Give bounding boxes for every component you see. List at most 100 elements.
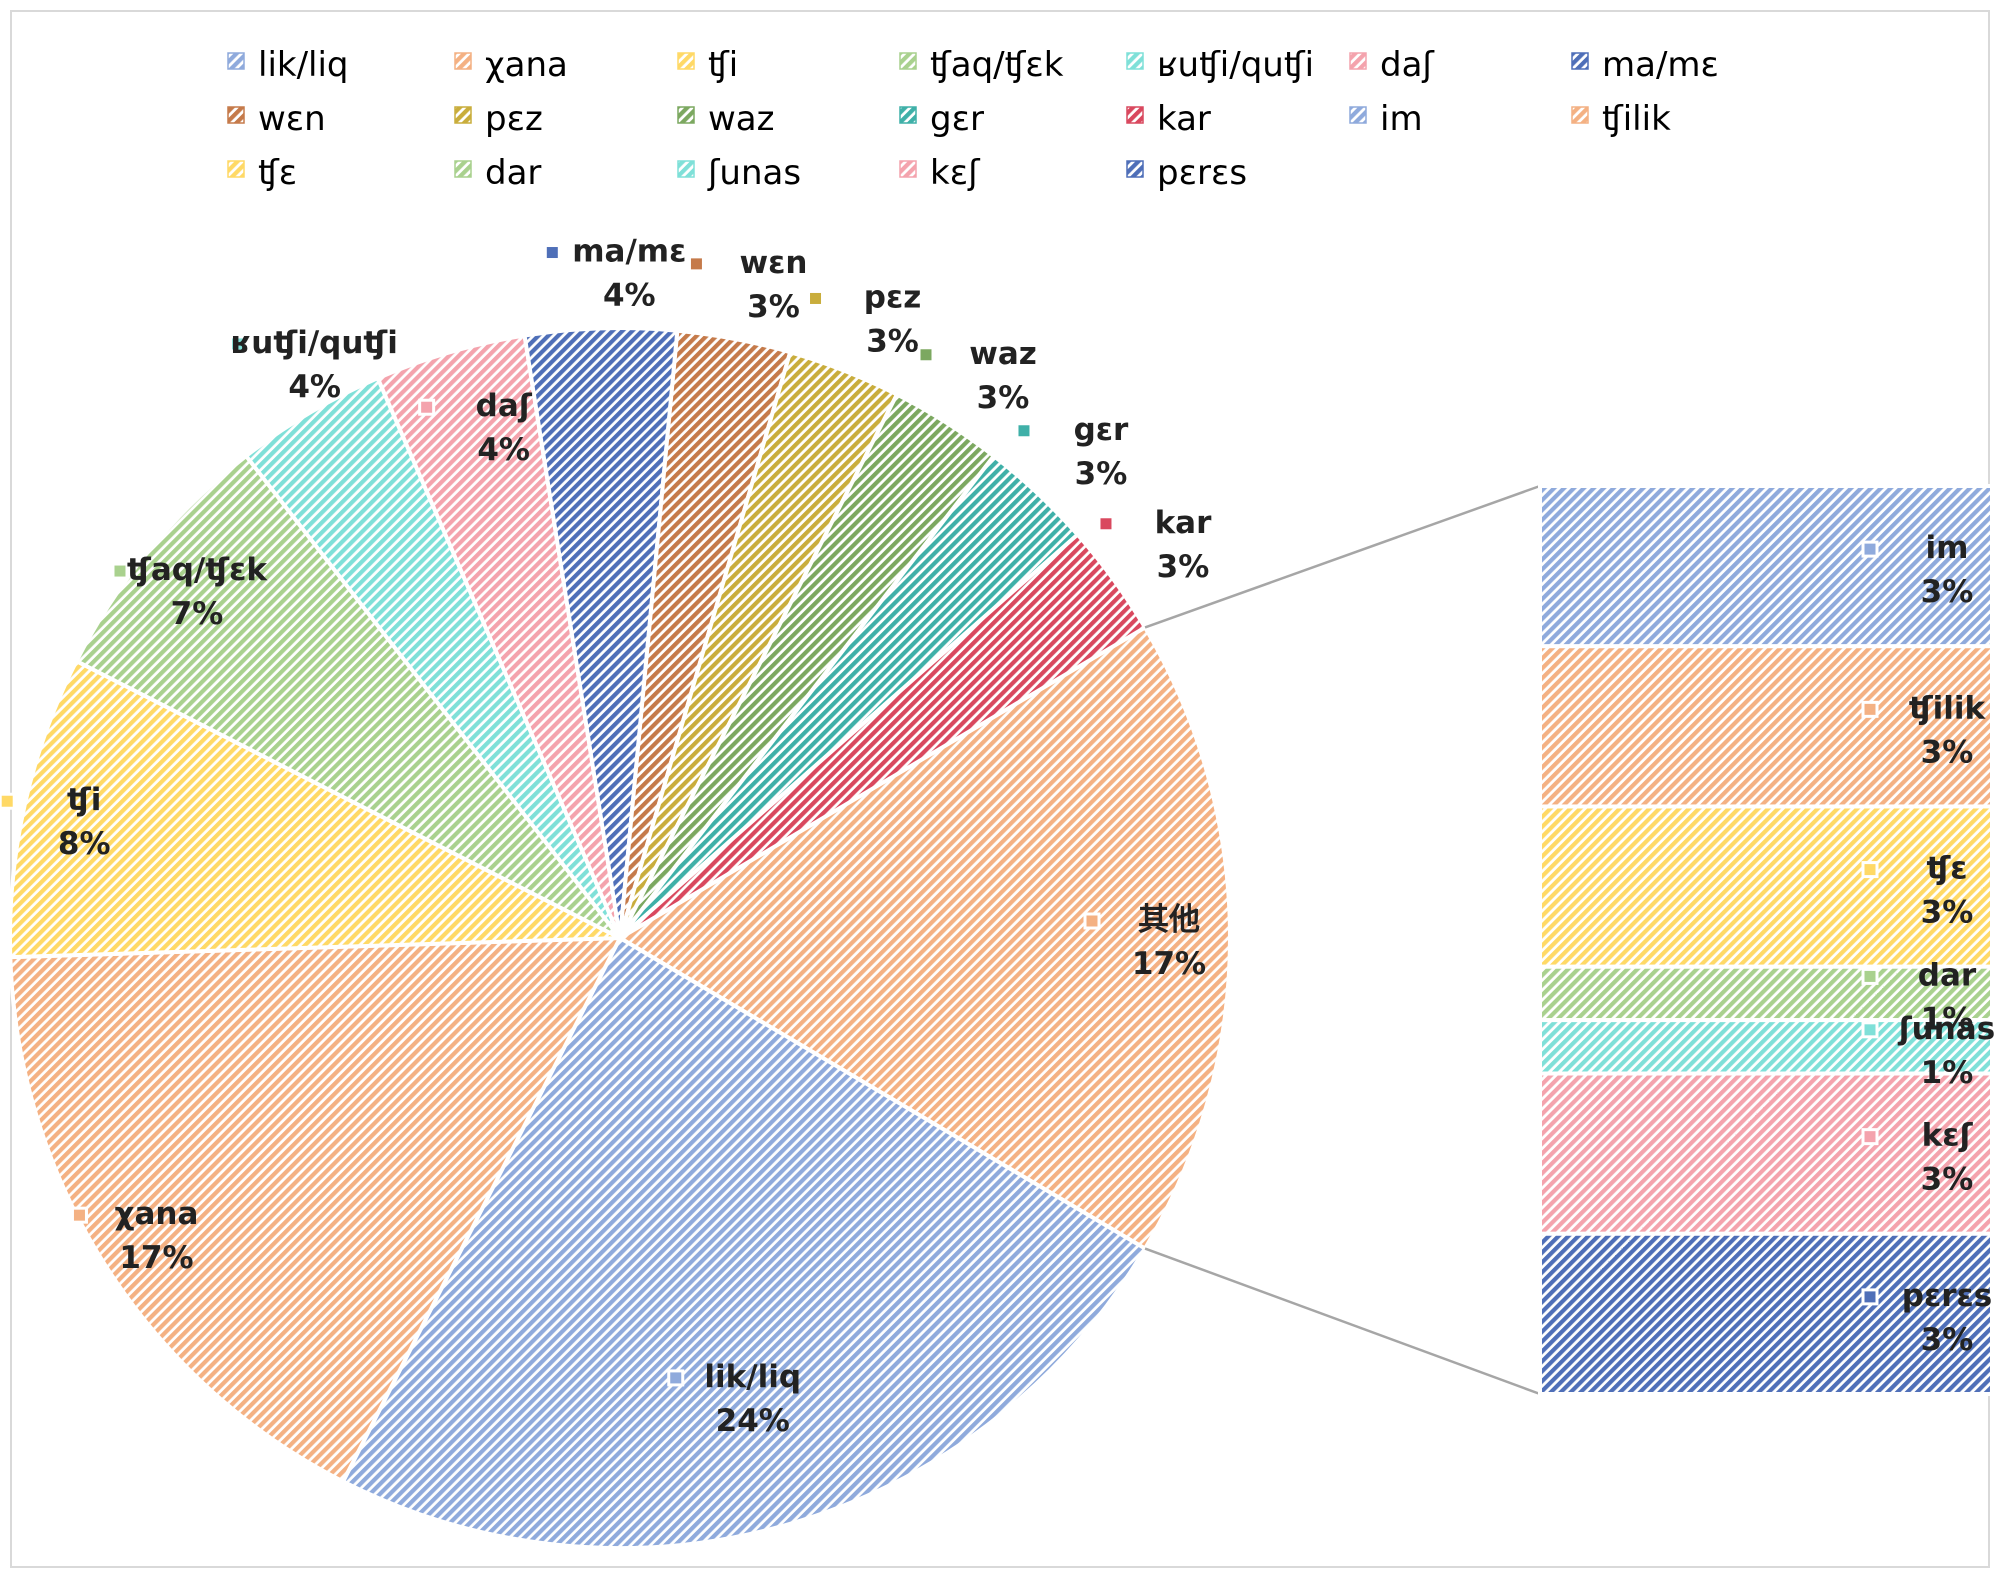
label-marker xyxy=(418,398,436,416)
label-category: wεn xyxy=(739,245,807,281)
label-marker xyxy=(111,562,129,580)
data-label: 其他 17% xyxy=(1083,902,1206,982)
data-label: waz 3% xyxy=(917,336,1037,416)
data-label: ʧε 3% xyxy=(1861,851,1973,931)
legend-label: daʃ xyxy=(1380,45,1435,85)
label-marker xyxy=(1861,1288,1879,1306)
legend-label: χana xyxy=(485,45,568,85)
legend-swatch xyxy=(227,52,245,70)
label-category: χana xyxy=(115,1196,199,1232)
data-label: ʧilik 3% xyxy=(1861,690,1987,770)
bar-segment xyxy=(1538,644,1994,809)
label-percent: 3% xyxy=(1075,456,1128,492)
label-marker xyxy=(1861,540,1879,558)
legend-label: im xyxy=(1380,99,1423,139)
legend-swatch xyxy=(454,160,472,178)
data-label: dar 1% xyxy=(1861,957,1977,1037)
connector-line xyxy=(1144,484,1541,629)
label-percent: 3% xyxy=(1157,549,1210,585)
label-marker xyxy=(1083,912,1101,930)
legend-swatch xyxy=(1126,160,1144,178)
label-marker xyxy=(0,792,16,810)
pie-slice xyxy=(8,658,621,960)
legend-swatch xyxy=(899,52,917,70)
label-marker xyxy=(229,335,247,353)
legend-item: ʧε xyxy=(227,153,297,193)
main-pie xyxy=(8,326,1232,1550)
label-category: ʧilik xyxy=(1909,690,1987,726)
bar-segment xyxy=(1538,1071,1994,1236)
label-category: ʧi xyxy=(67,782,101,818)
legend-label: ʧaq/ʧεk xyxy=(930,45,1064,85)
legend-label: pεz xyxy=(485,99,543,139)
label-marker xyxy=(1861,700,1879,718)
legend-label: waz xyxy=(708,99,775,139)
legend-label: ʧε xyxy=(258,153,297,193)
legend-label: ʧi xyxy=(708,45,738,85)
label-marker xyxy=(1861,1128,1879,1146)
legend-label: ʁuʧi/quʧi xyxy=(1157,45,1314,85)
legend-swatch xyxy=(1571,52,1589,70)
pie-slice xyxy=(73,453,622,940)
legend-item: ma/mε xyxy=(1571,45,1719,85)
label-marker xyxy=(70,1206,88,1224)
legend-label: kεʃ xyxy=(930,153,981,193)
label-percent: 3% xyxy=(1921,1322,1974,1358)
legend-label: ʃunas xyxy=(707,153,801,193)
label-category: 其他 xyxy=(1138,902,1200,938)
legend-swatch xyxy=(899,106,917,124)
data-label: lik/liq 24% xyxy=(667,1359,801,1439)
legend-item: ʃunas xyxy=(677,153,801,193)
data-label: ʧi 8% xyxy=(0,782,111,862)
legend-swatch xyxy=(1126,52,1144,70)
label-percent: 3% xyxy=(1921,574,1974,610)
label-percent: 24% xyxy=(716,1403,790,1439)
label-percent: 3% xyxy=(1921,734,1974,770)
data-label: im 3% xyxy=(1861,530,1974,610)
legend-swatch xyxy=(1349,52,1367,70)
data-label: ʃunas 1% xyxy=(1861,1011,1995,1091)
label-marker xyxy=(1861,1021,1879,1039)
legend-item: ʧaq/ʧεk xyxy=(899,45,1064,85)
legend-item: im xyxy=(1349,99,1423,139)
data-labels: 其他 17% lik/liq 24% χana 17% ʧi 8% ʧaq/ʧεk 7% ʁuʧi/… xyxy=(0,234,1995,1439)
pie-slice xyxy=(8,935,624,1485)
legend-label: gεr xyxy=(930,99,984,139)
bar-segment xyxy=(1538,484,1994,649)
label-category: pεrεs xyxy=(1902,1278,1992,1314)
bar-segment xyxy=(1538,804,1994,969)
legend-item: kεʃ xyxy=(899,153,981,193)
data-label: kεʃ 3% xyxy=(1861,1118,1974,1198)
pie-slice xyxy=(618,531,1148,940)
legend-swatch xyxy=(454,52,472,70)
legend-label: ma/mε xyxy=(1602,45,1719,85)
label-category: im xyxy=(1926,530,1969,566)
bar-segment xyxy=(1538,964,1994,1023)
label-percent: 3% xyxy=(1921,1162,1974,1198)
legend-label: lik/liq xyxy=(258,45,349,85)
legend-swatch xyxy=(454,106,472,124)
legend-swatch xyxy=(677,52,695,70)
legend-label: kar xyxy=(1157,99,1211,139)
legend-swatch xyxy=(899,160,917,178)
legend-swatch xyxy=(227,106,245,124)
data-label: ʧaq/ʧεk 7% xyxy=(111,552,268,632)
label-percent: 1% xyxy=(1921,1055,1974,1091)
legend-item: ʧilik xyxy=(1571,99,1671,139)
data-label: wεn 3% xyxy=(687,245,807,325)
label-percent: 17% xyxy=(119,1240,193,1276)
data-label: pεz 3% xyxy=(807,279,921,359)
legend-item: gεr xyxy=(899,99,984,139)
label-category: lik/liq xyxy=(704,1359,801,1395)
label-marker xyxy=(667,1369,685,1387)
label-percent: 1% xyxy=(1921,1001,1974,1037)
legend-swatch xyxy=(1349,106,1367,124)
legend-swatch xyxy=(1126,106,1144,124)
label-percent: 3% xyxy=(747,289,800,325)
data-label: ma/mε 4% xyxy=(543,234,686,314)
label-percent: 4% xyxy=(288,369,341,405)
label-category: ʃunas xyxy=(1897,1011,1995,1047)
data-label: kar 3% xyxy=(1097,505,1212,585)
data-label: ʁuʧi/quʧi 4% xyxy=(229,325,398,405)
label-category: gεr xyxy=(1074,412,1129,448)
